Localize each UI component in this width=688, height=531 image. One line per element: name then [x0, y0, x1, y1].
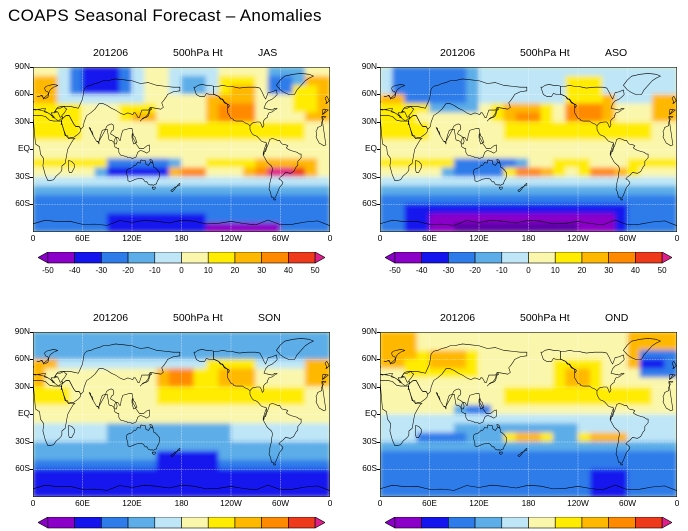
- svg-text:10: 10: [551, 266, 560, 275]
- svg-text:-50: -50: [42, 266, 54, 275]
- svg-text:0: 0: [526, 266, 531, 275]
- svg-text:-30: -30: [443, 266, 455, 275]
- svg-text:20: 20: [577, 266, 586, 275]
- svg-text:40: 40: [284, 266, 293, 275]
- svg-text:-30: -30: [96, 266, 108, 275]
- svg-text:40: 40: [631, 266, 640, 275]
- svg-text:30: 30: [604, 266, 613, 275]
- svg-text:20: 20: [230, 266, 239, 275]
- svg-text:0: 0: [179, 266, 184, 275]
- svg-text:10: 10: [204, 266, 213, 275]
- svg-text:-40: -40: [69, 266, 81, 275]
- svg-text:-40: -40: [416, 266, 428, 275]
- svg-text:-10: -10: [149, 266, 161, 275]
- svg-text:30: 30: [257, 266, 266, 275]
- svg-text:-10: -10: [496, 266, 508, 275]
- svg-text:50: 50: [311, 266, 320, 275]
- svg-text:-20: -20: [469, 266, 481, 275]
- svg-text:50: 50: [658, 266, 667, 275]
- svg-text:-50: -50: [389, 266, 401, 275]
- svg-text:-20: -20: [122, 266, 134, 275]
